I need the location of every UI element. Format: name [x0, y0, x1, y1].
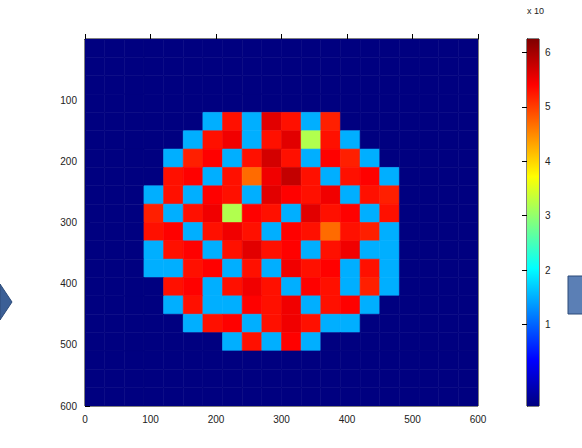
svg-text:3: 3 [545, 210, 551, 221]
svg-text:x 10: x 10 [527, 6, 544, 16]
svg-text:100: 100 [60, 95, 77, 106]
svg-text:2: 2 [545, 265, 551, 276]
svg-text:300: 300 [273, 414, 290, 425]
svg-text:200: 200 [208, 414, 225, 425]
svg-text:600: 600 [60, 401, 77, 412]
svg-text:4: 4 [545, 156, 551, 167]
svg-text:300: 300 [60, 217, 77, 228]
svg-text:400: 400 [60, 278, 77, 289]
svg-text:100: 100 [142, 414, 159, 425]
svg-text:1: 1 [545, 319, 551, 330]
svg-text:0: 0 [82, 414, 88, 425]
svg-text:500: 500 [60, 339, 77, 350]
svg-text:200: 200 [60, 156, 77, 167]
svg-text:500: 500 [404, 414, 421, 425]
svg-text:5: 5 [545, 101, 551, 112]
svg-text:600: 600 [470, 414, 487, 425]
svg-text:6: 6 [545, 47, 551, 58]
svg-text:400: 400 [339, 414, 356, 425]
